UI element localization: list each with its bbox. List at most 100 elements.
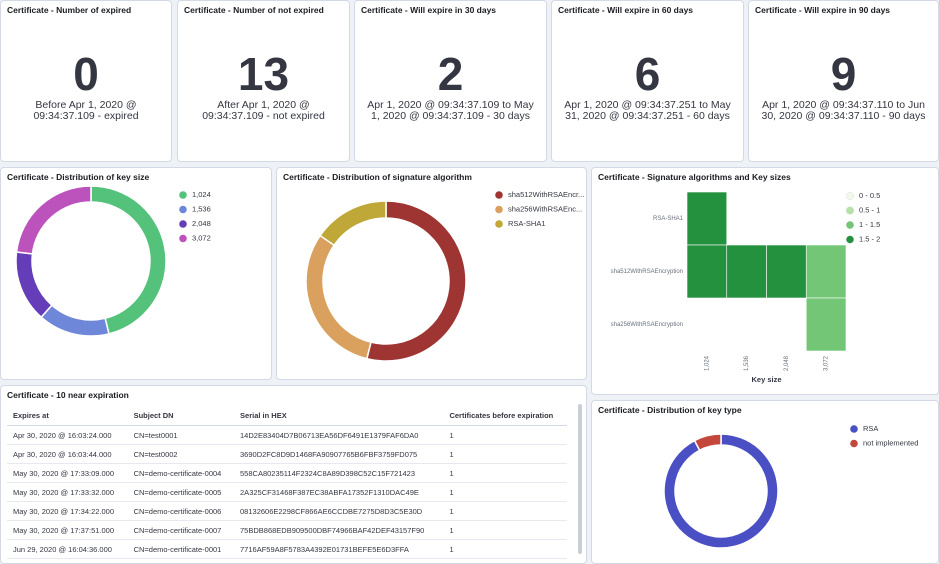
- legend-label: 2,048: [192, 219, 211, 228]
- x-tick-label: 2,048: [784, 355, 790, 371]
- panel-title: Certificate - Distribution of key type: [598, 405, 742, 415]
- legend-swatch: [846, 235, 854, 244]
- panel: Certificate - 10 near expiration Expires …: [0, 385, 587, 564]
- heatmap-cell: [686, 244, 728, 299]
- legend-label: sha512WithRSAEncr...: [508, 190, 584, 199]
- pie-slice: [663, 433, 779, 549]
- panel-title: Certificate - Will expire in 90 days: [755, 5, 891, 15]
- pie-slice: [40, 304, 110, 337]
- x-tick-label: 3,072: [824, 355, 830, 371]
- table-cell: 558CA80235114F2324C8A89D398C52C15F721423: [234, 463, 444, 483]
- panel-title: Certificate - Distribution of signature …: [283, 172, 472, 182]
- table-row: May 30, 2020 @ 17:33:32.000 CN=demo-certi…: [7, 482, 567, 502]
- table-cell: May 30, 2020 @ 17:33:09.000: [7, 463, 128, 483]
- legend-label: 1,536: [192, 204, 211, 213]
- table-cell: Apr 30, 2020 @ 16:03:24.000: [7, 425, 128, 445]
- metric-label: Before Apr 1, 2020 @ 09:34:37.109 - expi…: [33, 99, 139, 122]
- header-row: Expires at Subject DN Serial in HEX Certifi…: [7, 406, 567, 426]
- heatmap-cell: [766, 244, 807, 299]
- table-cell: CN=demo-certificate-0005: [127, 482, 235, 502]
- panel-title: Certificate - Distribution of key size: [7, 172, 150, 182]
- table-cell: 1: [443, 520, 567, 540]
- metric-label: Apr 1, 2020 @ 09:34:37.110 to Jun 30, 20…: [761, 99, 926, 122]
- panel: Certificate - Signature algorithms and K…: [591, 167, 939, 395]
- metric-value: 9: [830, 48, 857, 100]
- pie-slice: [365, 200, 467, 362]
- table-cell: CN=demo-certificate-0002: [127, 558, 235, 563]
- table-cell: 1: [443, 501, 567, 521]
- table-cell: CN=test0002: [127, 444, 235, 464]
- scrollbar[interactable]: [578, 404, 582, 554]
- table-body: Apr 30, 2020 @ 16:03:24.000 CN=test0001 14…: [7, 425, 567, 563]
- pie-slice: [693, 433, 722, 452]
- chart: sha512WithRSAEncr... sha256WithRSAEnc... R…: [305, 190, 584, 362]
- data-table: Expires at Subject DN Serial in HEX Certifi…: [7, 406, 567, 563]
- table-row: Jun 29, 2020 @ 16:04:47.000CN=demo-certi…: [7, 558, 567, 563]
- table-cell: CN=demo-certificate-0001: [127, 539, 235, 559]
- table-cell: 08132606E2298CF866AE6CCDBE7275D8D3C5E30D: [234, 501, 444, 521]
- heatmap-cell: [805, 297, 847, 352]
- pie-slice: [15, 251, 53, 319]
- table-cell: Apr 30, 2020 @ 16:03:44.000: [7, 444, 128, 464]
- metric-label: Apr 1, 2020 @ 09:34:37.251 to May 31, 20…: [564, 99, 731, 122]
- legend-swatch: [850, 439, 858, 448]
- table-cell: CN=demo-certificate-0007: [127, 520, 235, 540]
- panel: Certificate - Will expire in 90 days 9 Apr…: [748, 0, 939, 162]
- table-row: Jun 29, 2020 @ 16:04:36.000 CN=demo-certi…: [7, 539, 567, 559]
- legend-swatch: [179, 220, 187, 228]
- legend-label: 3,072: [192, 233, 211, 242]
- legend-swatch: [179, 234, 187, 243]
- panel: Certificate - Will expire in 60 days 6 Apr…: [551, 0, 744, 162]
- pie-slice: [15, 185, 92, 255]
- metric-label: After Apr 1, 2020 @ 09:34:37.109 - not e…: [202, 99, 325, 122]
- pie-slice: [305, 234, 372, 360]
- legend-swatch: [495, 220, 503, 228]
- legend-label: RSA: [863, 424, 878, 433]
- legend-swatch: [846, 206, 854, 215]
- heatmap-cell: [686, 191, 728, 246]
- legend-label: RSA-SHA1: [508, 219, 546, 228]
- chart: 1,024 1,536 2,048 3,072: [15, 185, 211, 337]
- table-cell: CN=demo-certificate-0006: [127, 501, 235, 521]
- table-cell: 2A325CF31468F387EC38ABFA17352F1310DAC49E: [234, 482, 444, 502]
- table-cell: 1: [443, 482, 567, 502]
- panel: Certificate - Number of expired 0 Before A…: [0, 0, 172, 162]
- heatmap-cell: [726, 244, 767, 299]
- panel: Certificate - Will expire in 30 days 2 Apr…: [354, 0, 547, 162]
- x-axis-label: Key size: [751, 375, 781, 384]
- panel-title: Certificate - 10 near expiration: [7, 390, 129, 400]
- table-row: Apr 30, 2020 @ 16:03:44.000 CN=test0002 36…: [7, 444, 567, 464]
- table-cell: May 30, 2020 @ 17:37:51.000: [7, 520, 128, 540]
- y-tick-label: sha512WithRSAEncryption: [611, 269, 683, 275]
- table-cell: 1: [443, 463, 567, 483]
- x-tick-label: 1,024: [704, 355, 710, 371]
- chart: RSA not implemented: [663, 424, 918, 549]
- metric-value: 13: [237, 48, 290, 100]
- legend-swatch: [846, 221, 854, 229]
- table-cell: 1: [443, 444, 567, 464]
- column-header[interactable]: Certificates before expiration: [443, 406, 567, 426]
- column-header[interactable]: Subject DN: [127, 406, 235, 426]
- legend-label: 1 - 1.5: [859, 220, 880, 229]
- legend-swatch: [495, 191, 503, 199]
- legend-label: 1.5 - 2: [859, 234, 880, 243]
- table-head: Expires at Subject DN Serial in HEX Certifi…: [7, 406, 567, 426]
- panel-title: Certificate - Number of not expired: [184, 5, 324, 15]
- legend-swatch: [850, 425, 858, 433]
- panel-title: Certificate - Will expire in 60 days: [558, 5, 694, 15]
- table-cell: Jun 29, 2020 @ 16:04:47.000: [7, 558, 128, 563]
- legend-swatch: [179, 191, 187, 199]
- table-cell: Jun 29, 2020 @ 16:04:36.000: [7, 539, 128, 559]
- table-cell: May 30, 2020 @ 17:33:32.000: [7, 482, 128, 502]
- table-cell: 7716AF59A8F5783A4392E01731BEFE5E6D3FFA: [234, 539, 444, 559]
- table-row: May 30, 2020 @ 17:33:09.000 CN=demo-certi…: [7, 463, 567, 483]
- x-tick-label: 1,536: [744, 355, 750, 371]
- legend-label: 0.5 - 1: [859, 205, 880, 214]
- column-header[interactable]: Expires at: [7, 406, 128, 426]
- legend-label: sha256WithRSAEnc...: [508, 204, 582, 213]
- table-cell: 4CF111CFA5278E7A139DB9A30772653BAE74C8E9: [234, 558, 444, 563]
- column-header[interactable]: Serial in HEX: [234, 406, 444, 426]
- metric-value: 6: [634, 48, 661, 100]
- panel-title: Certificate - Will expire in 30 days: [361, 5, 497, 15]
